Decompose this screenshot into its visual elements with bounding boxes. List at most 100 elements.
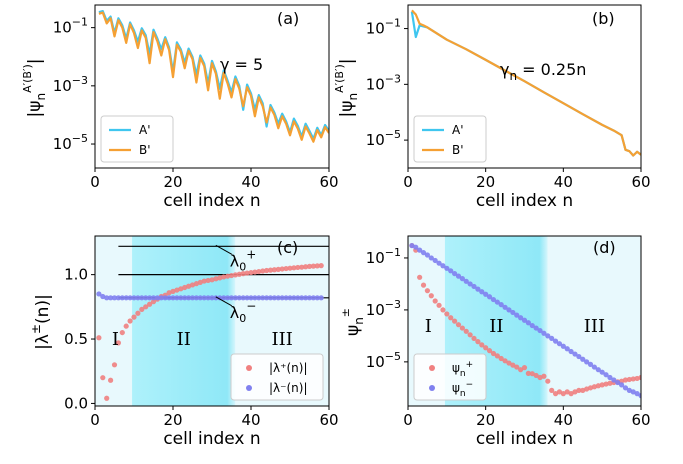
region-label-I: I	[425, 316, 432, 337]
data-point	[197, 279, 203, 285]
data-point	[428, 255, 434, 261]
legend-label: B'	[139, 143, 151, 157]
y-tick-label: 10−1	[366, 17, 401, 38]
data-point	[432, 257, 438, 264]
data-point	[240, 271, 246, 277]
legend: |λ⁺(n)| |λ⁻(n)|	[230, 353, 324, 401]
data-point	[552, 338, 559, 344]
y-tick-label: 0.0	[64, 394, 88, 412]
data-point	[186, 283, 192, 289]
data-point	[545, 378, 551, 384]
data-point	[541, 373, 547, 379]
plot-area	[410, 9, 641, 157]
data-point	[291, 295, 297, 301]
panel-a: 0 20 40 60 cell index n 10−1 10−3 10−5|ψnA′(B′)…	[21, 4, 339, 211]
panel-label: (d)	[593, 238, 616, 257]
data-point	[560, 343, 566, 349]
plot-area	[98, 10, 329, 143]
legend-swatch	[429, 365, 435, 371]
x-tick-label: 60	[319, 173, 338, 191]
data-point	[494, 353, 500, 359]
data-point	[119, 329, 125, 336]
x-axis-label: cell index n	[476, 429, 573, 449]
data-point	[413, 244, 419, 250]
panel-label: (c)	[277, 238, 298, 257]
data-point	[471, 335, 477, 342]
data-point	[502, 358, 508, 364]
x-tick-label: 40	[241, 411, 260, 429]
legend-label: |λ⁺(n)|	[269, 361, 308, 375]
data-point	[295, 264, 301, 271]
data-point	[174, 295, 180, 301]
data-point	[455, 322, 462, 328]
data-point	[303, 264, 309, 270]
data-point	[236, 295, 242, 301]
data-point	[221, 295, 227, 301]
data-point	[193, 281, 199, 287]
x-axis-label: cell index n	[163, 429, 260, 449]
data-point	[217, 295, 223, 301]
data-point	[475, 286, 481, 292]
data-point	[607, 374, 613, 381]
data-point	[236, 271, 242, 277]
region-label-III: III	[272, 329, 293, 350]
x-tick-label: 0	[90, 411, 100, 429]
data-point	[521, 317, 528, 323]
data-point	[638, 393, 641, 399]
data-point	[193, 295, 199, 301]
data-point	[267, 295, 274, 301]
data-point	[630, 389, 636, 395]
y-tick-label: 10−5	[53, 132, 88, 153]
x-tick-label: 40	[554, 411, 573, 429]
data-point	[595, 367, 601, 373]
data-point	[275, 295, 281, 301]
data-point	[260, 268, 266, 274]
data-point	[310, 263, 316, 269]
data-point	[440, 307, 446, 313]
data-point	[232, 295, 238, 301]
data-point	[205, 277, 211, 284]
y-axis-label: |ψnA′(B′)|	[333, 59, 360, 118]
data-point	[189, 282, 196, 288]
data-point	[498, 302, 504, 308]
data-point	[201, 278, 207, 284]
data-point	[217, 275, 223, 281]
x-tick-label: 60	[631, 173, 650, 191]
data-point	[552, 391, 559, 397]
data-point	[518, 367, 524, 373]
data-point	[529, 322, 535, 329]
x-axis-label: cell index n	[476, 191, 573, 211]
legend-box	[413, 353, 487, 401]
data-point	[486, 348, 493, 354]
x-tick-label: 0	[403, 173, 413, 191]
data-point	[127, 318, 133, 324]
data-point	[638, 374, 641, 381]
data-point	[256, 295, 262, 301]
data-point	[104, 395, 110, 401]
x-tick-label: 40	[241, 173, 260, 191]
region-label-III: III	[584, 316, 605, 337]
x-tick-label: 20	[163, 411, 182, 429]
x-axis-label: cell index n	[163, 191, 260, 211]
data-point	[115, 295, 121, 301]
panel-label: (a)	[277, 9, 299, 28]
x-tick-label: 20	[476, 411, 495, 429]
data-point	[634, 391, 640, 397]
data-point	[537, 327, 543, 334]
data-point	[514, 312, 520, 318]
data-point	[463, 328, 469, 334]
data-point	[225, 295, 231, 301]
data-point	[510, 309, 516, 316]
data-point	[178, 295, 184, 301]
data-point	[178, 286, 184, 292]
data-point	[279, 295, 285, 301]
data-point	[615, 379, 621, 386]
x-tick-label: 60	[319, 411, 338, 429]
y-tick-label: 10−3	[366, 298, 401, 319]
data-point	[260, 295, 266, 301]
data-point	[291, 265, 297, 271]
data-point	[634, 375, 640, 382]
